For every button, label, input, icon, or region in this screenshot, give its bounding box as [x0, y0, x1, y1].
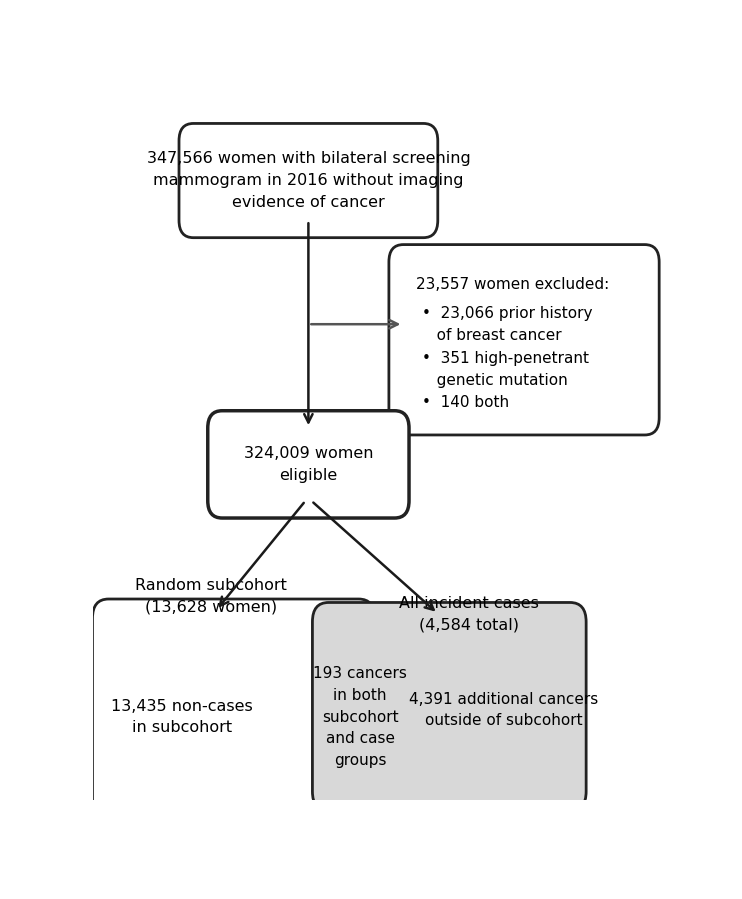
Text: 193 cancers
in both
subcohort
and case
groups: 193 cancers in both subcohort and case g… [313, 666, 407, 768]
Text: 4,391 additional cancers
outside of subcohort: 4,391 additional cancers outside of subc… [410, 692, 599, 728]
Text: 347,566 women with bilateral screening
mammogram in 2016 without imaging
evidenc: 347,566 women with bilateral screening m… [146, 151, 470, 209]
FancyBboxPatch shape [179, 123, 438, 237]
Text: •  23,066 prior history
   of breast cancer
•  351 high-penetrant
   genetic mut: • 23,066 prior history of breast cancer … [421, 307, 592, 410]
Text: 23,557 women excluded:: 23,557 women excluded: [416, 277, 609, 292]
Text: All incident cases
(4,584 total): All incident cases (4,584 total) [399, 596, 539, 633]
Text: 324,009 women
eligible: 324,009 women eligible [243, 446, 373, 483]
Text: Random subcohort
(13,628 women): Random subcohort (13,628 women) [135, 577, 286, 614]
FancyBboxPatch shape [312, 602, 586, 811]
FancyBboxPatch shape [208, 411, 409, 518]
FancyBboxPatch shape [389, 245, 659, 435]
FancyBboxPatch shape [93, 599, 375, 842]
Text: 13,435 non-cases
in subcohort: 13,435 non-cases in subcohort [111, 699, 253, 735]
